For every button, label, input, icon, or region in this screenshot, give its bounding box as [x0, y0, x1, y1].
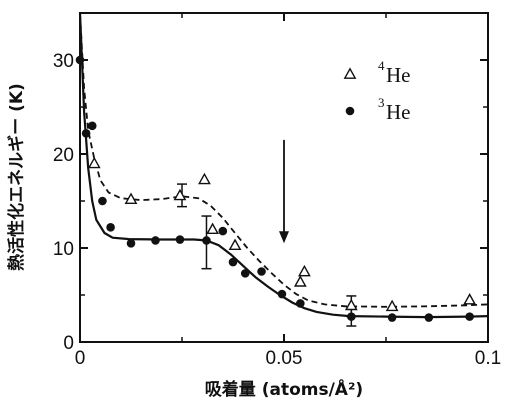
x-tick-label-0-1: 0.1 [475, 348, 501, 369]
legend-marker-shape-4he [343, 67, 357, 79]
fit-curve-3he [78, 12, 489, 319]
point-4he-3 [198, 172, 211, 185]
point-3he-5 [126, 239, 136, 248]
legend-marker-shape-3he [345, 106, 355, 116]
x-tick-label-0: 0 [75, 348, 86, 369]
point-4he-10 [463, 293, 477, 305]
point-3he-10 [228, 257, 238, 267]
point-4he-1 [124, 192, 138, 204]
point-4he-4 [206, 222, 219, 235]
point-3he-7 [175, 235, 185, 244]
point-3he-12 [257, 267, 266, 276]
point-3he-17 [424, 313, 434, 322]
point-3he-8 [202, 236, 211, 245]
error-bars [177, 183, 357, 327]
point-3he-13 [277, 289, 287, 299]
legend-label-3he-sup: 3 [378, 95, 385, 110]
arrow-head [279, 231, 289, 244]
point-3he-4 [106, 223, 115, 232]
legend-label-4he: He [386, 63, 411, 87]
point-3he-1 [81, 129, 91, 138]
y-tick-label-10: 10 [53, 239, 74, 260]
point-3he-0 [75, 55, 85, 65]
annotations [279, 139, 289, 244]
axis-ticks: 0 0.05 0.1 0 10 20 30 [53, 13, 501, 369]
legend-marker-4he [343, 67, 357, 79]
y-tick-label-20: 20 [53, 145, 74, 166]
y-tick-label-0: 0 [63, 333, 74, 354]
point-3he-3 [98, 196, 107, 206]
data-points [75, 55, 477, 322]
fit-curves [78, 12, 489, 319]
point-4he-5 [228, 238, 242, 251]
point-3he-6 [151, 236, 160, 245]
x-axis-label: 吸着量 (atoms/Å²) [205, 377, 363, 400]
y-axis-label: 熱活性化エネルギー (K) [6, 83, 27, 271]
legend-label-4he-sup: 4 [378, 58, 385, 73]
point-4he-8 [344, 298, 358, 311]
point-3he-16 [387, 313, 397, 322]
point-3he-18 [465, 312, 474, 321]
fit-curve-4he [79, 12, 489, 308]
legend-marker-3he [345, 106, 355, 116]
y-tick-label-30: 30 [53, 51, 74, 72]
point-4he-0 [87, 156, 101, 169]
point-4he-6 [293, 275, 307, 287]
point-3he-11 [240, 269, 250, 278]
point-3he-14 [296, 299, 305, 308]
legend: 4 He 3 He [343, 58, 411, 124]
point-3he-15 [347, 312, 356, 321]
point-4he-2 [173, 188, 187, 201]
point-4he-9 [385, 299, 399, 312]
x-tick-label-0-05: 0.05 [266, 348, 303, 369]
point-3he-9 [218, 226, 228, 236]
legend-label-3he: He [386, 100, 411, 124]
point-4he-7 [298, 264, 311, 277]
point-3he-2 [87, 121, 97, 131]
